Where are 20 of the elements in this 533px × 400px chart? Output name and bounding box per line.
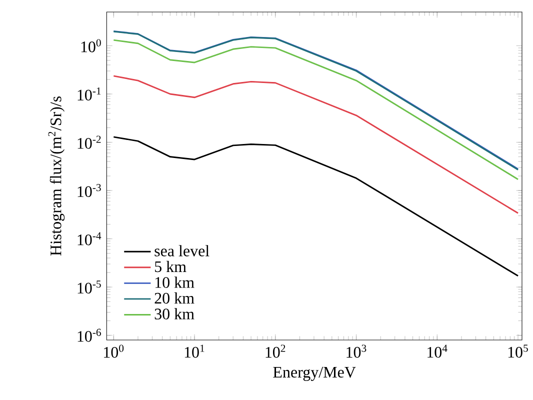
x-tick-label: 10$^{1}$ [184, 344, 204, 358]
x-axis-title: Energy/MeV [273, 366, 356, 381]
x-tick-label: 10$^{0}$ [104, 344, 124, 358]
legend-label: 10 km [155, 276, 194, 288]
legend-label: sea level [154, 245, 210, 256]
y-tick-label: 10$^{0}$ [81, 39, 101, 52]
legend-label: 20 km [154, 292, 194, 304]
y-tick-label: 10$^{-2}$ [78, 136, 101, 149]
y-tick-label: 10$^{-1}$ [78, 87, 101, 100]
legend-label: 30 km [154, 308, 194, 320]
y-tick-label: 10$^{-5}$ [78, 280, 101, 294]
legend-label: 5 km [155, 260, 186, 272]
y-axis-title: Histogram flux/(m$^{2}$/Sr)/s [48, 96, 65, 256]
x-tick-label: 10$^{5}$ [508, 344, 528, 358]
y-tick-label: 10$^{-4}$ [78, 232, 102, 246]
x-tick-label: 10$^{4}$ [428, 344, 448, 358]
y-tick-label: 10$^{-3}$ [78, 184, 101, 198]
x-tick-label: 10$^{3}$ [346, 344, 366, 358]
y-tick-label: 10$^{-6}$ [78, 328, 101, 342]
x-tick-label: 10$^{2}$ [266, 344, 286, 358]
